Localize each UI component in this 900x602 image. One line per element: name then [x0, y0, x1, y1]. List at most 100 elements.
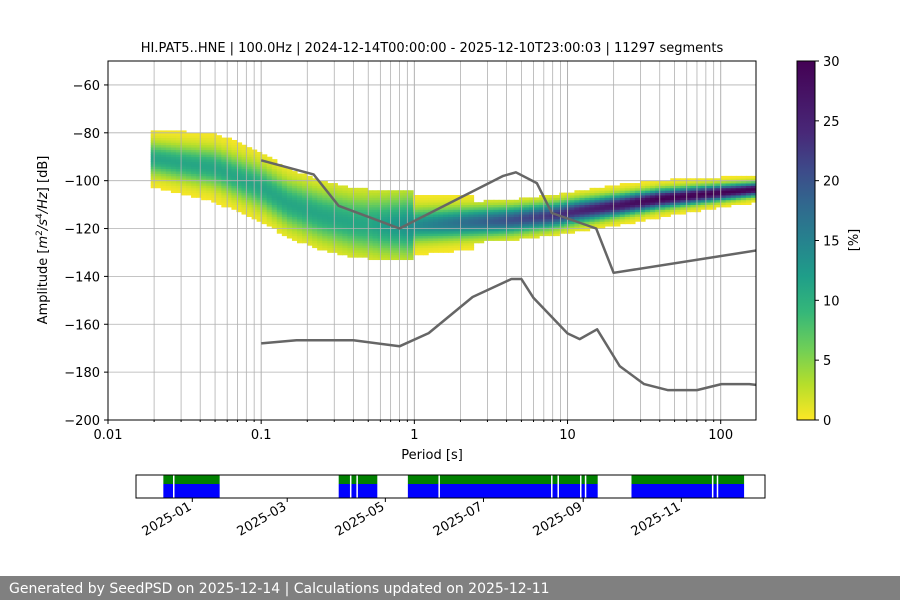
- pdf-cell: [327, 240, 333, 244]
- pdf-cell: [634, 183, 641, 186]
- pdf-cell: [307, 175, 313, 179]
- pdf-cell: [266, 180, 273, 184]
- pdf-cell: [307, 185, 313, 189]
- pdf-cell: [357, 209, 364, 213]
- pdf-cell: [438, 216, 444, 220]
- pdf-cell: [407, 223, 414, 227]
- pdf-cell: [745, 192, 752, 196]
- pdf-cell: [271, 175, 278, 179]
- pdf-cell: [180, 185, 187, 189]
- pdf-cell: [286, 214, 293, 217]
- pdf-cell: [211, 173, 217, 177]
- pdf-cell: [281, 230, 288, 234]
- pdf-cell: [750, 187, 756, 191]
- y-axis-ticks: −200−180−160−140−120−100−80−60: [64, 79, 108, 429]
- pdf-cell: [160, 187, 167, 191]
- pdf-cell: [614, 218, 621, 222]
- pdf-cell: [327, 214, 333, 217]
- pdf-cell: [443, 233, 449, 237]
- pdf-cell: [660, 214, 666, 217]
- pdf-cell: [372, 223, 379, 227]
- pdf-cell: [291, 192, 298, 196]
- pdf-cell: [216, 139, 222, 143]
- pdf-cell: [170, 135, 177, 138]
- pdf-cell: [362, 228, 369, 232]
- pdf-cell: [357, 233, 364, 237]
- pdf-cell: [175, 139, 182, 143]
- pdf-cell: [448, 204, 454, 208]
- pdf-cell: [468, 197, 475, 201]
- pdf-cell: [231, 142, 238, 146]
- pdf-cell: [655, 187, 661, 191]
- pdf-cell: [428, 242, 434, 246]
- pdf-cell: [735, 178, 742, 182]
- pdf-cell: [362, 235, 369, 239]
- pdf-cell: [357, 206, 364, 210]
- pdf-cell: [690, 178, 697, 182]
- pdf-cell: [266, 197, 273, 201]
- pdf-cell: [418, 221, 424, 225]
- pdf-cell: [463, 221, 470, 225]
- pdf-cell: [478, 204, 485, 208]
- pdf-cell: [241, 173, 248, 177]
- pdf-cell: [539, 214, 545, 217]
- pdf-cell: [165, 180, 172, 184]
- pdf-cell: [332, 187, 338, 191]
- pdf-cell: [382, 218, 389, 222]
- pdf-cell: [402, 252, 409, 256]
- pdf-cell: [513, 218, 520, 222]
- pdf-cell: [216, 185, 222, 189]
- pdf-cell: [382, 247, 389, 251]
- pdf-cell: [634, 185, 641, 189]
- pdf-cell: [327, 228, 333, 232]
- pdf-cell: [584, 228, 591, 232]
- pdf-cell: [175, 163, 182, 167]
- pdf-cell: [231, 180, 238, 184]
- pdf-cell: [554, 202, 560, 205]
- pdf-cell: [160, 171, 167, 174]
- pdf-cell: [175, 166, 182, 170]
- pdf-cell: [639, 185, 646, 189]
- pdf-cell: [735, 180, 742, 184]
- pdf-cell: [170, 132, 177, 136]
- pdf-cell: [337, 185, 343, 189]
- pdf-cell: [639, 197, 646, 201]
- pdf-cell: [191, 154, 197, 158]
- pdf-cell: [549, 206, 555, 210]
- pdf-cell: [150, 135, 157, 138]
- pdf-cell: [211, 187, 217, 191]
- pdf-cell: [362, 190, 369, 194]
- pdf-cell: [453, 228, 459, 232]
- pdf-cell: [180, 137, 187, 141]
- pdf-cell: [483, 233, 490, 237]
- pdf-cell: [261, 183, 268, 186]
- pdf-cell: [645, 187, 651, 191]
- pdf-cell: [332, 233, 338, 237]
- pdf-cell: [413, 247, 419, 251]
- pdf-cell: [165, 144, 172, 148]
- pdf-cell: [357, 187, 364, 191]
- pdf-cell: [347, 235, 354, 239]
- pdf-cell: [206, 178, 212, 182]
- availability-segment-bottom: [631, 484, 745, 498]
- x-axis-label: Period [s]: [401, 448, 463, 463]
- pdf-cell: [302, 230, 308, 234]
- pdf-cell: [730, 185, 737, 189]
- pdf-cell: [705, 192, 712, 196]
- pdf-cell: [206, 139, 212, 143]
- pdf-cell: [261, 214, 268, 217]
- pdf-cell: [180, 130, 187, 134]
- pdf-cell: [423, 221, 429, 225]
- pdf-cell: [473, 226, 480, 229]
- pdf-cell: [266, 206, 273, 210]
- pdf-cell: [670, 190, 676, 194]
- pdf-cell: [241, 199, 248, 203]
- pdf-cell: [690, 199, 697, 203]
- pdf-cell: [236, 178, 243, 182]
- pdf-cell: [347, 250, 354, 253]
- pdf-cell: [433, 218, 439, 222]
- pdf-cell: [665, 195, 671, 198]
- pdf-cell: [246, 192, 253, 196]
- pdf-cell: [367, 226, 374, 229]
